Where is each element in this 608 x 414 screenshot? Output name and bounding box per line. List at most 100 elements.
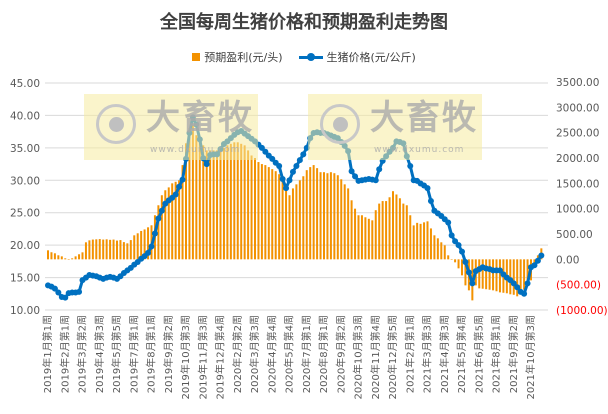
price-point <box>158 207 165 214</box>
profit-bar <box>247 150 250 260</box>
legend-item-price: 生猪价格(元/公斤) <box>298 49 416 65</box>
profit-bar <box>385 201 388 260</box>
profit-bar <box>295 184 298 260</box>
price-point <box>459 248 465 255</box>
profit-bar <box>205 150 208 260</box>
x-tick-label: 2021年5月第4周 <box>455 315 468 393</box>
profit-bar <box>440 242 443 260</box>
profit-bar <box>291 188 294 260</box>
profit-bar <box>360 215 363 260</box>
profit-bar <box>157 205 160 260</box>
price-point <box>262 148 269 155</box>
profit-bar <box>274 171 277 260</box>
profit-bar <box>402 203 405 260</box>
profit-bar <box>481 259 484 289</box>
x-tick-label: 2021年2月第1周 <box>403 315 416 393</box>
profit-bar <box>84 242 87 260</box>
x-tick-label: 2021年4月第3周 <box>438 315 451 393</box>
price-point <box>55 289 62 296</box>
right-tick-label: 3500.00 <box>556 77 599 89</box>
profit-bar <box>78 254 81 260</box>
x-tick-label: 2020年10月第3周 <box>352 315 365 400</box>
price-point <box>289 168 296 175</box>
profit-bar <box>536 255 539 260</box>
profit-bar <box>91 239 94 260</box>
profit-bar <box>526 259 529 286</box>
left-tick-label: 35.00 <box>10 143 40 155</box>
profit-bar <box>133 235 136 260</box>
profit-bar <box>98 239 101 260</box>
profit-bar <box>395 194 398 260</box>
watermark-url: www.dxumu.com <box>150 145 241 155</box>
profit-bar <box>436 238 439 260</box>
profit-bar <box>164 190 167 260</box>
watermark-2: 大畜牧 www.dxumu.com <box>308 94 482 160</box>
profit-bar <box>122 242 125 260</box>
profit-bar <box>319 172 322 260</box>
left-tick-label: 45.00 <box>10 78 40 90</box>
price-point <box>148 243 155 250</box>
profit-bar <box>64 258 67 260</box>
profit-bar <box>47 250 49 260</box>
price-point <box>348 168 355 175</box>
price-point <box>372 177 379 184</box>
price-point <box>151 230 158 237</box>
profit-bar <box>316 168 319 260</box>
left-tick-label: 40.00 <box>10 110 40 122</box>
left-tick-label: 25.00 <box>10 208 40 220</box>
profit-bar <box>367 218 370 260</box>
profit-bar <box>419 223 422 260</box>
profit-bar <box>191 125 194 260</box>
x-tick-label: 2019年8月第1周 <box>145 315 158 393</box>
price-point <box>155 215 162 222</box>
right-tick-label: 500.00 <box>556 229 593 241</box>
x-tick-label: 2020年4月第4周 <box>265 315 278 393</box>
profit-bar <box>357 215 360 260</box>
x-tick-label: 2019年11月第3周 <box>196 315 209 400</box>
watermark-text: 大畜牧 <box>370 98 478 138</box>
profit-bar <box>278 174 281 260</box>
profit-bar <box>257 162 260 260</box>
profit-bar <box>478 259 481 289</box>
profit-bar <box>305 170 308 260</box>
right-tick-label: 1000.00 <box>556 204 599 216</box>
price-point <box>269 155 276 162</box>
profit-bar <box>119 240 122 260</box>
x-tick-label: 2020年5月第4周 <box>283 315 296 393</box>
profit-bar <box>457 259 460 269</box>
legend-label-profit: 预期盈利(元/头) <box>204 51 283 64</box>
profit-bar <box>485 259 488 290</box>
x-tick-label: 2020年11月第4周 <box>369 315 382 400</box>
price-point <box>465 269 472 276</box>
profit-bar <box>229 143 232 260</box>
price-point <box>293 163 300 170</box>
profit-bar <box>219 150 222 260</box>
profit-bar <box>381 201 384 260</box>
left-tick-label: 15.00 <box>10 273 40 285</box>
profit-bar <box>426 221 429 260</box>
profit-bar <box>240 143 243 260</box>
legend-swatch-line <box>298 53 323 61</box>
price-point <box>455 242 462 249</box>
profit-bar <box>178 180 181 260</box>
profit-bar <box>374 210 377 260</box>
price-point <box>352 173 359 180</box>
profit-bar <box>288 195 291 260</box>
profit-bar <box>271 169 274 260</box>
profit-bar <box>281 180 284 260</box>
chart-title: 全国每周生猪价格和预期盈利走势图 <box>160 12 448 33</box>
price-point <box>452 238 459 245</box>
profit-bar <box>302 176 305 260</box>
price-point <box>203 161 210 168</box>
watermark-text: 大畜牧 <box>146 98 254 138</box>
legend-swatch-bar <box>192 53 201 61</box>
profit-bar <box>254 158 256 260</box>
price-point <box>296 157 303 164</box>
profit-bar <box>347 188 350 260</box>
profit-bar <box>371 220 374 260</box>
profit-bar <box>378 203 381 260</box>
profit-bar <box>174 181 177 260</box>
x-tick-label: 2020年3月第3周 <box>248 315 261 393</box>
profit-bar <box>523 259 526 290</box>
profit-bar <box>216 150 219 260</box>
